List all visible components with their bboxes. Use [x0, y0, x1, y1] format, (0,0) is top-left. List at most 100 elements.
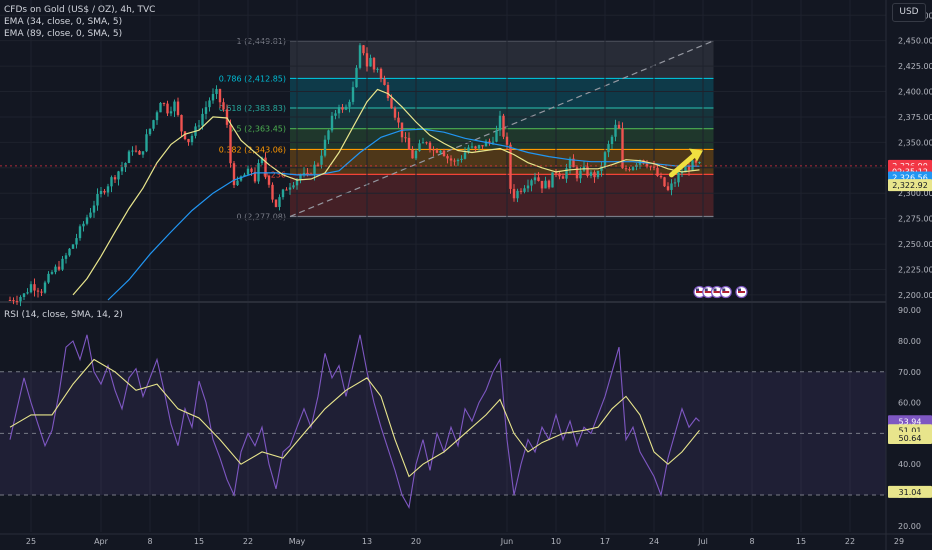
candle[interactable] — [271, 184, 274, 200]
candle[interactable] — [12, 300, 15, 302]
candle[interactable] — [460, 158, 463, 160]
candle[interactable] — [320, 155, 323, 165]
candle[interactable] — [446, 156, 449, 159]
candle[interactable] — [481, 145, 484, 147]
candle[interactable] — [54, 266, 57, 273]
candle[interactable] — [407, 137, 411, 150]
candle[interactable] — [435, 150, 439, 153]
candle[interactable] — [516, 190, 519, 199]
candle[interactable] — [579, 170, 582, 179]
candle[interactable] — [190, 135, 194, 143]
candle[interactable] — [540, 180, 544, 189]
candle[interactable] — [649, 166, 652, 168]
candle[interactable] — [267, 175, 271, 185]
candle[interactable] — [344, 106, 348, 110]
candle[interactable] — [526, 185, 530, 189]
candle[interactable] — [274, 199, 278, 207]
candle[interactable] — [624, 168, 628, 170]
candle[interactable] — [337, 107, 341, 114]
candle[interactable] — [211, 93, 215, 101]
candle[interactable] — [456, 159, 460, 162]
candle[interactable] — [341, 107, 344, 110]
candle[interactable] — [260, 157, 264, 164]
candle[interactable] — [96, 194, 99, 206]
ema34-line[interactable] — [72, 88, 700, 296]
candle[interactable] — [169, 111, 173, 114]
candle[interactable] — [330, 115, 334, 131]
candle[interactable] — [439, 150, 442, 153]
rsi-legend[interactable]: RSI (14, close, SMA, 14, 2) — [4, 310, 123, 320]
candle[interactable] — [561, 176, 565, 179]
candle[interactable] — [614, 124, 617, 137]
candle[interactable] — [379, 68, 383, 79]
candle[interactable] — [229, 124, 232, 164]
candle[interactable] — [117, 171, 120, 180]
candle[interactable] — [610, 136, 614, 145]
candle[interactable] — [631, 167, 635, 170]
candle[interactable] — [281, 189, 285, 198]
candle[interactable] — [75, 238, 78, 245]
projection-arrow-shaft[interactable] — [669, 152, 698, 178]
candle[interactable] — [351, 87, 355, 102]
candle[interactable] — [355, 67, 358, 88]
candle[interactable] — [453, 160, 456, 162]
candle[interactable] — [684, 165, 687, 173]
candle[interactable] — [390, 98, 393, 109]
projection-arrow-head[interactable] — [689, 148, 703, 162]
candle[interactable] — [222, 102, 225, 110]
candle[interactable] — [418, 143, 421, 151]
candle[interactable] — [348, 101, 351, 107]
candle[interactable] — [134, 150, 138, 152]
candle[interactable] — [470, 146, 474, 148]
candle[interactable] — [467, 147, 470, 153]
candle[interactable] — [159, 102, 162, 113]
candle[interactable] — [243, 174, 246, 177]
candle[interactable] — [673, 182, 677, 184]
candle[interactable] — [285, 189, 288, 191]
candle[interactable] — [26, 292, 29, 294]
price-panel[interactable] — [0, 0, 932, 532]
candle[interactable] — [617, 124, 621, 129]
candle[interactable] — [89, 212, 92, 218]
candle[interactable] — [554, 172, 558, 174]
candle[interactable] — [302, 172, 306, 175]
candle[interactable] — [509, 144, 512, 189]
candle[interactable] — [106, 186, 110, 193]
candle[interactable] — [40, 291, 43, 293]
candle[interactable] — [495, 130, 498, 142]
candle[interactable] — [600, 166, 603, 171]
candle[interactable] — [530, 180, 533, 186]
candle[interactable] — [523, 188, 526, 192]
candle[interactable] — [141, 151, 145, 155]
candle[interactable] — [68, 248, 71, 256]
candle[interactable] — [110, 177, 113, 187]
candle[interactable] — [442, 150, 446, 157]
candle[interactable] — [99, 190, 103, 195]
candle[interactable] — [201, 113, 204, 126]
candle[interactable] — [64, 255, 68, 259]
currency-button[interactable]: USD — [892, 3, 926, 22]
candle[interactable] — [78, 226, 82, 239]
candle[interactable] — [477, 145, 481, 149]
candle[interactable] — [558, 173, 561, 177]
candle[interactable] — [575, 167, 579, 179]
dashed-trendline[interactable] — [289, 40, 714, 218]
candle[interactable] — [698, 162, 701, 164]
candle[interactable] — [656, 167, 659, 176]
candle[interactable] — [36, 290, 40, 292]
candle[interactable] — [568, 158, 572, 169]
rsi-panel[interactable] — [0, 334, 886, 510]
candle[interactable] — [519, 190, 523, 192]
candle[interactable] — [232, 163, 236, 186]
ema34-legend[interactable]: EMA (34, close, 0, SMA, 5) — [4, 17, 123, 27]
candle[interactable] — [239, 176, 243, 181]
candle[interactable] — [306, 172, 309, 174]
candle[interactable] — [236, 180, 239, 186]
candle[interactable] — [264, 157, 267, 176]
candle[interactable] — [57, 266, 61, 270]
candle[interactable] — [113, 177, 117, 180]
candle[interactable] — [334, 113, 337, 116]
candle[interactable] — [148, 128, 152, 135]
candle[interactable] — [652, 166, 656, 168]
